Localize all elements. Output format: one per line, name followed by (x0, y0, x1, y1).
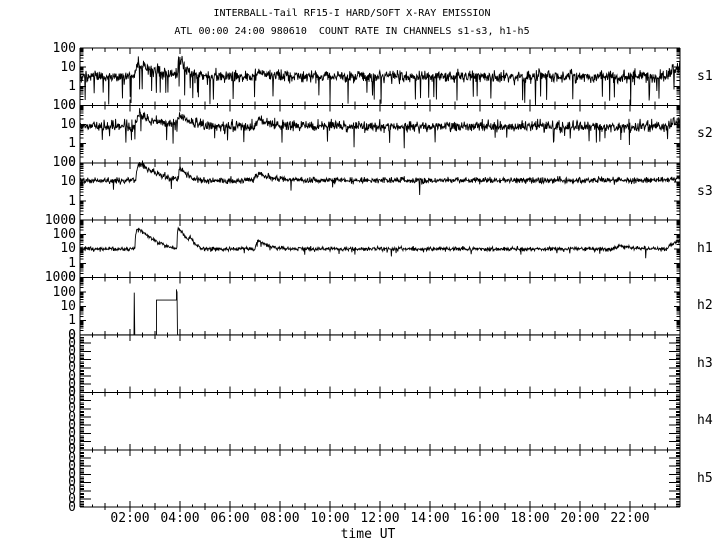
plot-area (79, 47, 681, 518)
y-tick-label: 0 (68, 483, 76, 499)
x-axis-title: time UT (340, 527, 396, 542)
x-tick-label: 02:00 (110, 511, 150, 526)
y-tick-label: 100 (52, 227, 76, 242)
y-tick-label: 0 (68, 499, 76, 515)
y-tick-label: 10 (60, 298, 76, 314)
y-tick-label: 10 (60, 59, 76, 75)
x-tick-label: 10:00 (310, 511, 350, 526)
y-tick-label: 1 (68, 313, 76, 329)
y-tick-label: 1 (68, 193, 76, 209)
y-tick-label: 100 (52, 155, 76, 171)
series-h1 (79, 226, 681, 259)
y-tick-label: 0 (68, 270, 76, 286)
axis-ticks (80, 48, 680, 513)
y-tick-label: 0 (68, 335, 76, 351)
y-tick-label: 0 (68, 491, 76, 507)
y-tick-label: 0 (68, 384, 76, 400)
y-tick-label: 0 (68, 475, 76, 491)
y-tick-label: 0 (68, 434, 76, 450)
y-tick-label: 100 (52, 97, 76, 113)
x-tick-label: 22:00 (610, 511, 650, 526)
y-tick-label: 100 (52, 40, 76, 56)
y-tick-label: 0 (68, 352, 76, 368)
y-tick-label: 100 (52, 284, 76, 300)
x-tick-label: 16:00 (460, 511, 500, 526)
y-tick-label: 0 (68, 401, 76, 417)
y-tick-label: 1000 (44, 212, 76, 228)
y-tick-label: 10 (60, 174, 76, 190)
y-tick-label: 10 (60, 117, 76, 132)
y-tick-label: 0 (68, 409, 76, 425)
series-s1 (79, 55, 681, 106)
y-tick-label: 1 (68, 255, 76, 271)
y-tick-label: 1 (68, 136, 76, 152)
x-tick-label: 18:00 (510, 511, 550, 526)
series-s3 (79, 161, 681, 195)
series-h2 (80, 289, 680, 336)
y-tick-label: 0 (68, 417, 76, 433)
y-tick-label: 0 (68, 97, 76, 113)
x-tick-label: 06:00 (210, 511, 250, 526)
plot-title: INTERBALL-Tail RF15-I HARD/SOFT X-RAY EM… (213, 8, 491, 19)
y-tick-label: 0 (68, 442, 76, 458)
y-tick-label: 0 (68, 360, 76, 376)
y-tick-label: 0 (68, 466, 76, 482)
x-tick-label: 12:00 (360, 511, 400, 526)
y-tick-label: 0 (68, 442, 76, 458)
channel-label-h2: h2 (697, 298, 713, 314)
x-tick-label: 04:00 (160, 511, 200, 526)
x-tick-label: 14:00 (410, 511, 450, 526)
y-tick-label: 1 (68, 78, 76, 94)
y-tick-label: 10 (60, 241, 76, 257)
channel-label-s3: s3 (697, 183, 713, 199)
channel-label-h1: h1 (697, 240, 713, 256)
y-tick-label: 0 (68, 212, 76, 228)
y-tick-label: 0 (68, 393, 76, 409)
y-tick-label: 0 (68, 368, 76, 384)
y-tick-label: 0 (68, 327, 76, 343)
y-tick-label: 0 (68, 155, 76, 171)
y-tick-label: 0 (68, 327, 76, 343)
y-tick-label: 0 (68, 425, 76, 441)
plot-svg (79, 47, 681, 513)
y-tick-label: 0 (68, 458, 76, 474)
x-tick-label: 20:00 (560, 511, 600, 526)
plot-subtitle: ATL 00:00 24:00 980610 COUNT RATE IN CHA… (174, 26, 530, 37)
y-tick-label: 0 (68, 376, 76, 392)
series-s2 (79, 108, 681, 149)
y-tick-label: 0 (68, 384, 76, 400)
channel-label-h5: h5 (697, 470, 713, 486)
channel-label-s1: s1 (697, 68, 713, 84)
channel-label-s2: s2 (697, 126, 713, 142)
y-tick-label: 0 (68, 450, 76, 466)
y-tick-label: 1000 (44, 270, 76, 286)
y-tick-label: 0 (68, 343, 76, 359)
channel-label-h3: h3 (697, 355, 713, 371)
x-tick-label: 08:00 (260, 511, 300, 526)
channel-label-h4: h4 (697, 413, 713, 429)
